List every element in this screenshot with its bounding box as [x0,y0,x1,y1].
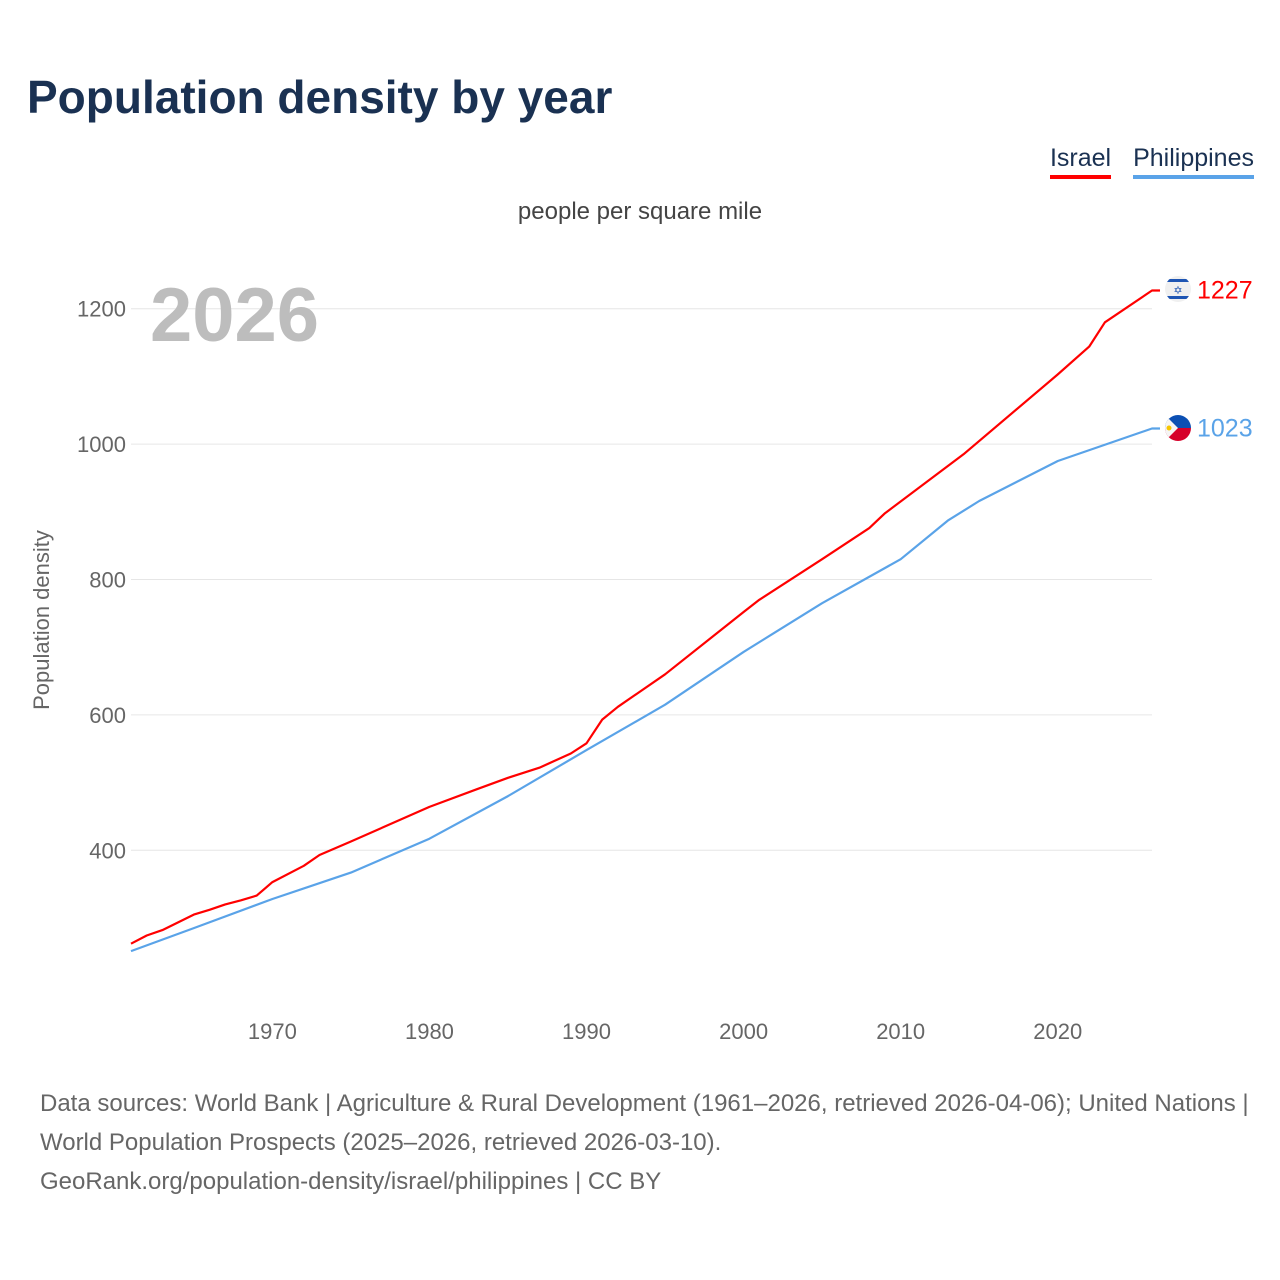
end-value-label-philippines: 1023 [1197,415,1253,443]
chart-subtitle: people per square mile [517,198,763,225]
x-tick-label: 1990 [562,1019,611,1044]
x-tick-label: 1980 [405,1019,454,1044]
chart-title: Population density by year [27,71,613,123]
svg-text:✡: ✡ [1173,285,1182,297]
y-tick-label: 800 [89,567,126,592]
y-tick-label: 400 [89,838,126,863]
source-link[interactable]: GeoRank.org/population-density/israel/ph… [40,1168,662,1195]
legend-israel[interactable]: Israel [1049,144,1112,179]
y-tick-label: 1200 [77,297,126,322]
israel-flag-icon: ✡ [1165,276,1191,302]
end-value-label-israel: 1227 [1197,276,1253,304]
y-tick-label: 1000 [77,432,126,457]
x-tick-label: 2010 [876,1019,925,1044]
series-line-philippines [130,427,1160,953]
x-tick-label: 2000 [719,1019,768,1044]
data-sources: Data sources: World Bank | Agriculture &… [40,1090,1249,1156]
series-line-israel [130,289,1160,945]
legend: Israel Philippines [1049,144,1254,179]
legend-philippines[interactable]: Philippines [1133,144,1254,179]
philippines-flag-icon [1165,415,1191,441]
y-tick-label: 600 [89,703,126,728]
current-year-label: 2026 [150,273,320,358]
x-tick-label: 2020 [1033,1019,1082,1044]
x-tick-label: 1970 [248,1019,297,1044]
footer: Data sources: World Bank | Agriculture &… [40,1084,1250,1201]
